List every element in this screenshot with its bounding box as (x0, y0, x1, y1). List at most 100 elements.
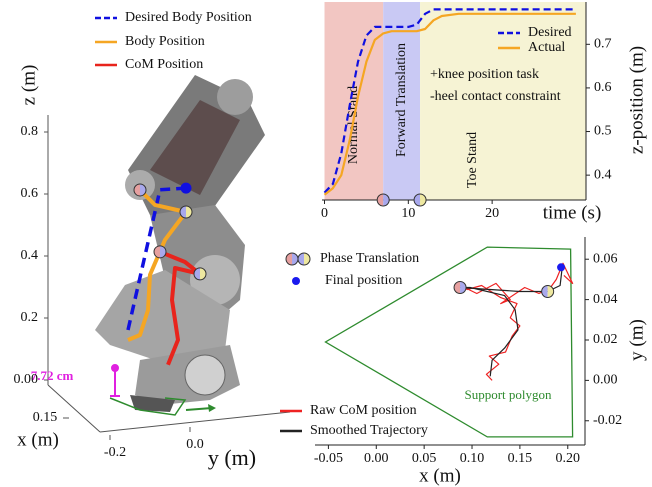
x-tick-label: -0.05 (314, 451, 343, 466)
phase-fill (547, 285, 554, 298)
legend-label: Phase Translation (320, 251, 419, 266)
annotation: -heel contact constraint (430, 89, 561, 104)
z-tick-label: 0.4 (21, 248, 39, 263)
region-label: Forward Translation (394, 43, 409, 157)
final-point (557, 263, 566, 272)
x-tick-label: 0.00 (364, 451, 389, 466)
phase-fill (180, 206, 186, 219)
phase-fill (186, 206, 192, 219)
y-axis-label: z-position (m) (626, 46, 647, 154)
robot-toe (130, 395, 175, 412)
phase-marker (453, 280, 467, 294)
phase-marker (376, 193, 390, 207)
x-axis-label: time (s) (543, 202, 602, 223)
y-tick-label: 0.4 (594, 167, 612, 182)
z-tick-label: 0.2 (21, 310, 39, 325)
x-tick-label: 20 (485, 206, 499, 221)
phase-fill (194, 267, 200, 280)
phase-marker (193, 267, 207, 281)
y-tick-label: 0.6 (594, 80, 612, 95)
z-tick-label: 0.6 (21, 186, 39, 201)
trajectory-3d (126, 186, 187, 331)
x-tick-label: 0.15 (33, 410, 58, 425)
z-tick-label: 0.00 (14, 372, 39, 387)
axes-3d (47, 115, 291, 433)
y-tick-label: 0.0 (186, 437, 204, 452)
phase-fill (454, 281, 461, 294)
legend-label: Desired (528, 25, 572, 40)
legend-label: Raw CoM position (310, 403, 417, 418)
support-polygon (324, 246, 574, 438)
phase-fill (134, 183, 140, 196)
phase-fill (154, 245, 160, 258)
phase-fill (200, 267, 207, 280)
legend-label: Desired Body Position (125, 10, 252, 25)
phase-fill (420, 194, 427, 206)
y-axis-line (99, 411, 291, 433)
region-label: Toe Stand (465, 132, 480, 188)
legend-label: Body Position (125, 34, 205, 49)
phase-marker (297, 252, 311, 266)
y-tick-label: -0.02 (593, 413, 622, 428)
phase-region (420, 2, 586, 200)
phase-fill (286, 253, 292, 265)
y-tick-label: 0.00 (593, 373, 618, 388)
phase-marker (153, 245, 167, 259)
series-line (323, 12, 576, 196)
legend-marker (292, 277, 300, 285)
phase-fill (160, 245, 166, 258)
phase-fill (292, 253, 298, 265)
height-marker (110, 364, 120, 397)
phase-fill (298, 253, 304, 265)
phase-marker (133, 183, 147, 197)
end-point (180, 182, 192, 194)
legend-label: Smoothed Trajectory (310, 423, 428, 438)
y-axis-label: y (m) (626, 319, 647, 361)
x-tick-label: 0.15 (508, 451, 533, 466)
polygon-label: Support polygon (464, 387, 552, 402)
phase-marker (179, 205, 193, 219)
phase-fill (140, 183, 146, 196)
trajectory-3d (159, 249, 202, 366)
robot-knee (190, 255, 240, 305)
phase-marker (413, 193, 427, 207)
y-axis-label: y (m) (208, 445, 256, 470)
phase-fill (377, 194, 384, 206)
x-tick-label: 10 (401, 206, 415, 221)
foot-arrow (185, 407, 213, 411)
height-annotation: 7.72 cm (31, 368, 74, 383)
phase-fill (304, 253, 310, 265)
phase-fill (383, 194, 390, 206)
legend-label: Actual (528, 40, 565, 55)
phase-region (324, 2, 384, 200)
z-axis-label: z (m) (18, 65, 39, 106)
robot-wheel (184, 354, 226, 396)
foot-outline (109, 397, 187, 416)
x-axis-line (47, 384, 101, 433)
x-axis-label: x (m) (419, 465, 461, 486)
robot-photo (95, 75, 265, 416)
phase-marker (541, 285, 555, 299)
robot-torso-detail (150, 100, 240, 195)
phase-fill (460, 281, 467, 294)
y-tick-label: 0.02 (593, 332, 618, 347)
x-tick-label: 0 (321, 206, 328, 221)
x-tick-label: 0.05 (412, 451, 437, 466)
z-tick-label: 0.8 (21, 124, 39, 139)
x-tick-label: 0.20 (556, 451, 581, 466)
phase-fill (541, 285, 548, 298)
legend-label: Final position (325, 273, 402, 288)
y-tick-label: 0.7 (594, 37, 612, 52)
legend-label: CoM Position (125, 57, 203, 72)
y-tick-label: 0.04 (593, 292, 618, 307)
y-tick-label: 0.06 (593, 251, 618, 266)
robot-gear (217, 79, 253, 115)
series-line (323, 8, 576, 194)
x-tick-label: 0.10 (460, 451, 485, 466)
foot-arrow-head (208, 404, 216, 412)
y-tick-label: -0.2 (104, 445, 126, 460)
y-tick-label: 0.5 (594, 124, 612, 139)
height-dot (111, 364, 119, 372)
x-axis-label: x (m) (17, 429, 59, 450)
